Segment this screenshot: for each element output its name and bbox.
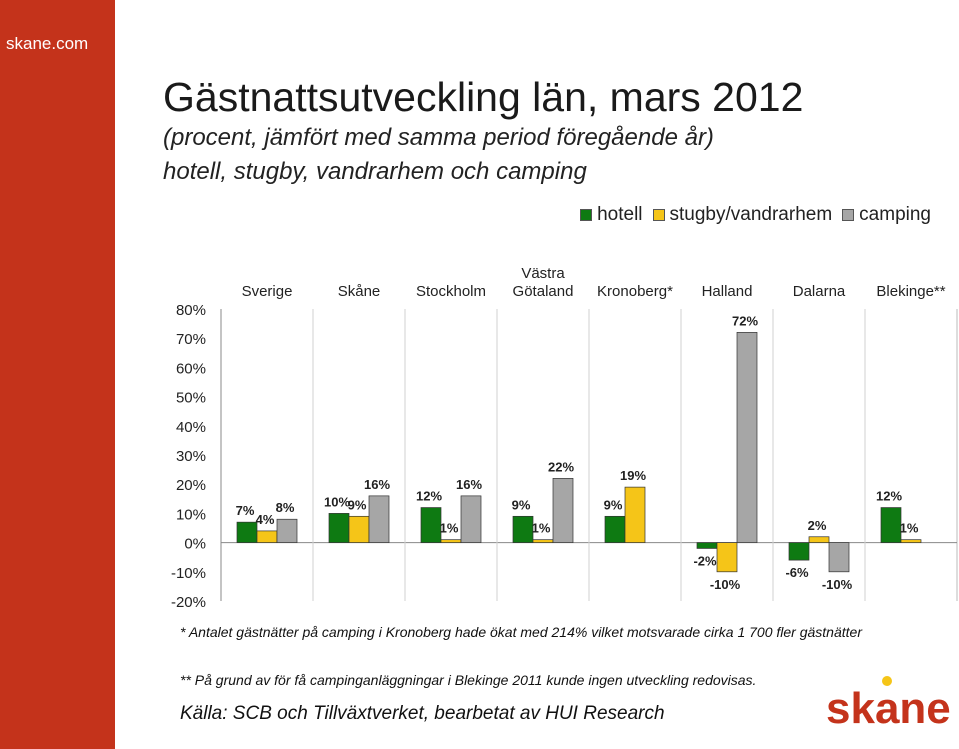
- x-category-label: Sverige: [242, 283, 293, 300]
- bar-camping: [828, 542, 850, 573]
- x-category-label: Götaland: [513, 283, 574, 300]
- data-label: 12%: [416, 489, 442, 504]
- data-label: -6%: [785, 565, 809, 580]
- x-category-label: Västra: [521, 265, 565, 282]
- y-tick-label: 10%: [176, 506, 206, 523]
- data-label: 9%: [512, 497, 531, 512]
- logo-dot: [882, 676, 892, 686]
- data-label: 1%: [900, 521, 919, 536]
- data-label: 8%: [276, 500, 295, 515]
- chart-title: Gästnattsutveckling län, mars 2012: [163, 74, 804, 120]
- bar-stugby: [716, 542, 738, 573]
- legend-swatch-stugby: [652, 209, 665, 221]
- logo-wordmark: skane: [826, 684, 951, 733]
- y-tick-label: 70%: [176, 331, 206, 348]
- legend-item-stugby: stugby/vandrarhem: [652, 204, 833, 226]
- data-label: -2%: [693, 553, 717, 568]
- legend-label-camping: camping: [859, 204, 931, 225]
- skane-logo: skane: [826, 676, 951, 733]
- data-label: 7%: [236, 503, 255, 518]
- y-tick-label: 80%: [176, 302, 206, 319]
- y-tick-label: 20%: [176, 477, 206, 494]
- x-category-label: Blekinge**: [876, 283, 945, 300]
- bar-hotell: [788, 542, 810, 561]
- bar-stugby: [440, 539, 462, 543]
- source-text: Källa: SCB och Tillväxtverket, bearbetat…: [180, 703, 665, 724]
- bar-camping: [368, 495, 390, 543]
- legend-label-stugby: stugby/vandrarhem: [669, 204, 833, 225]
- data-label: 9%: [604, 497, 623, 512]
- x-category-label: Stockholm: [416, 283, 486, 300]
- footnote-kronoberg: * Antalet gästnätter på camping i Kronob…: [180, 624, 862, 640]
- sidebar: skane.com: [0, 0, 115, 749]
- bar-camping: [276, 518, 298, 543]
- legend-swatch-camping: [842, 209, 855, 221]
- data-label: 16%: [456, 477, 482, 492]
- legend-label-hotell: hotell: [597, 204, 643, 225]
- bar-hotell: [236, 521, 258, 543]
- data-label: 16%: [364, 477, 390, 492]
- bar-stugby: [900, 539, 922, 543]
- data-label: 9%: [348, 497, 367, 512]
- data-label: 1%: [532, 521, 551, 536]
- bar-chart: 80% 70% 60% 50% 40% 30% 20% 10% 0% -10% -20% Sverig…: [171, 265, 958, 611]
- x-category-label: Skåne: [338, 283, 381, 300]
- footnote-blekinge: ** På grund av för få campinganläggninga…: [180, 672, 757, 688]
- bar-hotell: [604, 515, 626, 543]
- data-label: 4%: [256, 512, 275, 527]
- legend-item-camping: camping: [842, 204, 931, 226]
- y-tick-label: 50%: [176, 390, 206, 407]
- legend: hotell stugby/vandrarhem camping: [580, 204, 931, 226]
- legend-item-hotell: hotell: [580, 204, 643, 226]
- bar-stugby: [532, 539, 554, 543]
- y-tick-label: 30%: [176, 448, 206, 465]
- data-label: 2%: [808, 518, 827, 533]
- y-tick-label: 40%: [176, 419, 206, 436]
- bar-camping: [552, 478, 574, 543]
- y-tick-label: -10%: [171, 565, 206, 582]
- bar-camping: [736, 332, 758, 543]
- data-label: 72%: [732, 313, 758, 328]
- y-tick-label: 0%: [184, 536, 206, 553]
- bar-hotell: [696, 542, 718, 549]
- data-label: 10%: [324, 494, 350, 509]
- bar-camping: [460, 495, 482, 543]
- bar-hotell: [880, 507, 902, 543]
- data-label: 1%: [440, 521, 459, 536]
- bar-stugby: [348, 515, 370, 543]
- x-category-label: Halland: [702, 283, 753, 300]
- data-label: -10%: [822, 577, 853, 592]
- data-label: -10%: [710, 577, 741, 592]
- bar-hotell: [420, 507, 442, 543]
- bar-hotell: [512, 515, 534, 543]
- data-label: 12%: [876, 489, 902, 504]
- y-tick-label: -20%: [171, 594, 206, 611]
- chart-subtitle: (procent, jämfört med samma period föreg…: [163, 124, 714, 151]
- bar-stugby: [256, 530, 278, 543]
- data-label: 22%: [548, 459, 574, 474]
- bar-stugby: [624, 486, 646, 543]
- bar-stugby: [808, 536, 830, 543]
- legend-swatch-hotell: [580, 209, 593, 221]
- data-label: 19%: [620, 468, 646, 483]
- x-category-label: Dalarna: [793, 283, 846, 300]
- bar-hotell: [328, 513, 350, 543]
- chart-subtitle-2: hotell, stugby, vandrarhem och camping: [163, 158, 587, 185]
- y-tick-label: 60%: [176, 360, 206, 377]
- site-name[interactable]: skane.com: [6, 34, 89, 53]
- x-category-label: Kronoberg*: [597, 283, 673, 300]
